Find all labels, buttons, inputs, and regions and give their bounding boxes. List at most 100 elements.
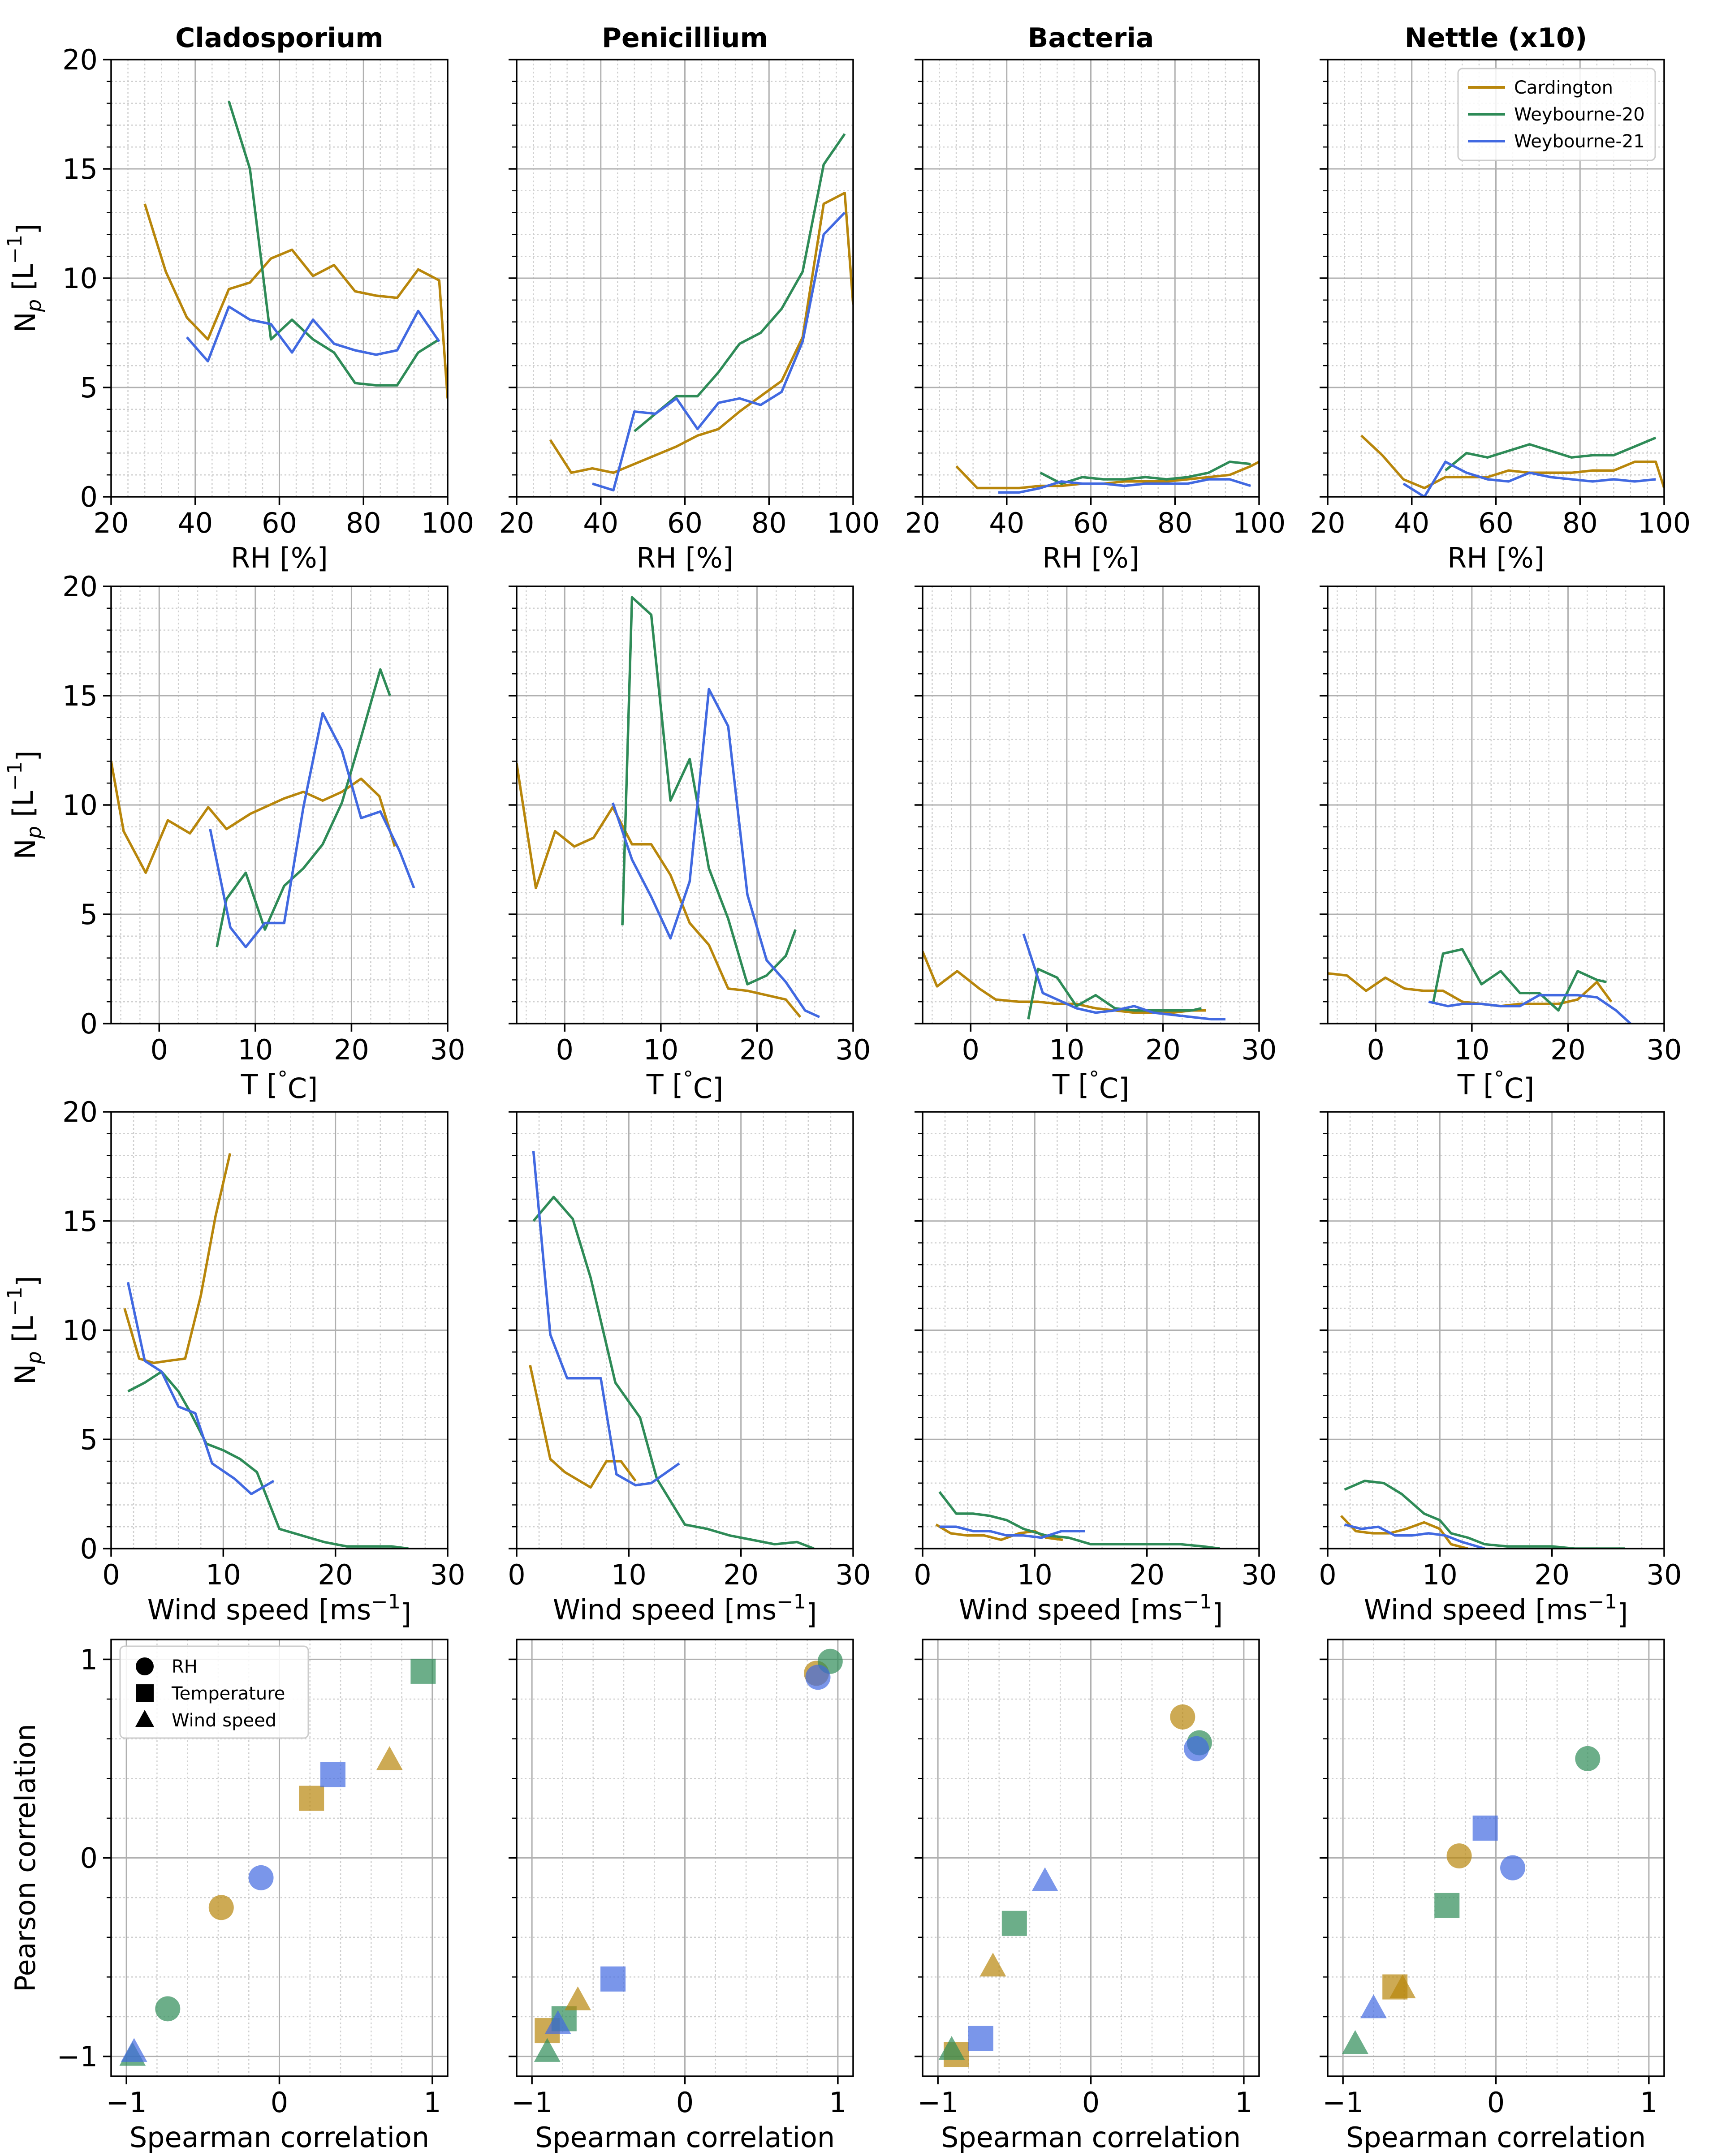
- ticks: 0 10 20 30 0 5 10 15 20: [62, 1096, 465, 1591]
- x-tick-label: 0: [1319, 1558, 1336, 1591]
- x-tick-label: 0: [914, 1558, 931, 1591]
- major-grid: [517, 585, 854, 1024]
- temperature-weybourne-20-marker: [1001, 1911, 1027, 1936]
- rh-weybourne-21-marker: [1184, 1736, 1209, 1761]
- x-axis-label: T [°C]: [646, 1067, 724, 1105]
- temperature-weybourne-21-marker: [968, 2026, 993, 2051]
- legend-square-icon: [136, 1684, 154, 1702]
- legend-triangle-icon: [135, 1710, 154, 1727]
- panel-t-cladosporium: 0 10 20 30 0 5 10 15 20 T [°C] Np [L−1]: [3, 570, 465, 1105]
- series-line-cardington: [517, 763, 802, 1018]
- series-line-weybourne-20: [938, 1491, 1220, 1549]
- ticks: 20 40 60 80 100 0 5 10 15 20: [62, 43, 474, 539]
- x-axis-label: Spearman correlation: [535, 2121, 835, 2154]
- y-tick-label: 5: [80, 1423, 98, 1456]
- x-axis-label: Spearman correlation: [129, 2121, 429, 2154]
- major-grid: [923, 1640, 1259, 2076]
- x-tick-label: 0: [1367, 1033, 1385, 1066]
- x-tick-label: −1: [1322, 2086, 1363, 2119]
- legend-box: [119, 1645, 309, 1739]
- wind-speed-cardington-marker: [1389, 1974, 1416, 1998]
- major-grid: [923, 585, 1260, 1024]
- x-tick-label: 30: [1242, 1033, 1277, 1066]
- ticks: 0 10 20 30: [1320, 585, 1682, 1066]
- legend-label: Weybourne-20: [1514, 104, 1645, 125]
- y-tick-label: 15: [62, 1205, 98, 1238]
- y-axis-label: Np [L−1]: [3, 750, 46, 859]
- series-line-cardington: [529, 1364, 637, 1489]
- ticks: 20 40 60 80 100: [499, 59, 880, 539]
- series-line-weybourne-20: [1432, 948, 1607, 1012]
- x-tick-label: −1: [511, 2086, 552, 2119]
- legend-label: Temperature: [171, 1683, 285, 1704]
- plot-area: [529, 1151, 815, 1549]
- series-line-weybourne-20: [1040, 460, 1251, 485]
- rh-weybourne-21-marker: [248, 1865, 274, 1890]
- panel-ws-penicillium: 0 10 20 30 Wind speed [ms−1]: [508, 1111, 871, 1631]
- x-tick-label: 10: [1422, 1558, 1458, 1591]
- panel-title: Bacteria: [1028, 22, 1154, 54]
- x-axis-label: T [°C]: [241, 1067, 318, 1105]
- major-grid: [1328, 1640, 1664, 2076]
- x-tick-label: 10: [206, 1558, 241, 1591]
- x-tick-label: 0: [151, 1033, 168, 1066]
- series-line-cardington: [549, 191, 853, 474]
- plot-area: [935, 1491, 1220, 1549]
- series-line-weybourne-21: [1402, 460, 1656, 497]
- x-tick-label: −1: [917, 2086, 958, 2119]
- x-tick-label: 80: [1562, 507, 1598, 539]
- x-tick-label: 0: [508, 1558, 525, 1591]
- major-grid: [1328, 585, 1665, 1024]
- ticks: 0 10 20 30: [914, 1111, 1277, 1591]
- x-tick-label: 30: [1647, 1558, 1682, 1591]
- x-axis-label: Spearman correlation: [1346, 2121, 1646, 2154]
- x-tick-label: 1: [1640, 2086, 1657, 2119]
- panel-t-penicillium: 0 10 20 30 T [°C]: [509, 585, 871, 1105]
- wind-speed-weybourne-21-marker: [121, 2038, 147, 2062]
- panel-rh-nettle: 20 40 60 80 100 Nettle (x10) RH [%] Cardington W…: [1310, 22, 1691, 574]
- plot-area: [938, 1704, 1212, 2067]
- plot-area: [143, 100, 448, 399]
- x-tick-label: 100: [1233, 507, 1286, 539]
- x-tick-label: 60: [1478, 507, 1514, 539]
- legend-label: Wind speed: [172, 1710, 276, 1731]
- y-tick-label: −1: [57, 2040, 98, 2073]
- x-tick-label: 0: [1082, 2086, 1100, 2119]
- wind-speed-weybourne-21-marker: [544, 2010, 571, 2034]
- x-tick-label: 1: [423, 2086, 441, 2119]
- y-tick-label: 10: [62, 1314, 98, 1347]
- major-grid: [111, 585, 449, 1024]
- x-axis-label: RH [%]: [1447, 542, 1545, 574]
- rh-weybourne-21-marker: [1500, 1855, 1526, 1881]
- y-tick-label: 15: [62, 680, 98, 712]
- x-tick-label: 30: [1647, 1033, 1682, 1066]
- x-tick-label: 40: [1394, 507, 1429, 539]
- major-grid: [110, 1111, 449, 1549]
- series-line-cardington: [1360, 435, 1664, 490]
- x-axis-label: RH [%]: [636, 542, 734, 574]
- rh-weybourne-20-marker: [1575, 1746, 1601, 1771]
- series-line-weybourne-21: [592, 211, 846, 492]
- y-tick-label: 5: [80, 898, 98, 931]
- x-tick-label: 60: [262, 507, 297, 539]
- x-tick-label: 40: [583, 507, 618, 539]
- x-tick-label: 30: [836, 1033, 871, 1066]
- wind-speed-weybourne-20-marker: [534, 2038, 561, 2062]
- series-line-weybourne-21: [1428, 994, 1631, 1024]
- rh-cardington-marker: [1446, 1843, 1472, 1869]
- plot-area: [923, 934, 1225, 1020]
- panel-rh-cladosporium: 20 40 60 80 100 0 5 10 15 20 Cladosporium RH [%] Np …: [3, 22, 474, 574]
- x-tick-label: 20: [94, 507, 129, 539]
- x-axis-label: Wind speed [ms−1]: [959, 1590, 1223, 1630]
- plot-area: [1328, 948, 1631, 1024]
- plot-area: [517, 596, 820, 1018]
- ticks: 0 10 20 30: [509, 585, 871, 1066]
- ticks: −1 0 1: [915, 1658, 1253, 2119]
- x-tick-label: 1: [829, 2086, 846, 2119]
- y-tick-label: 20: [62, 1096, 98, 1128]
- plot-area: [1360, 435, 1664, 497]
- x-tick-label: 80: [1157, 507, 1193, 539]
- x-tick-label: 20: [1550, 1033, 1586, 1066]
- x-tick-label: 20: [905, 507, 941, 539]
- series-line-weybourne-21: [998, 478, 1251, 494]
